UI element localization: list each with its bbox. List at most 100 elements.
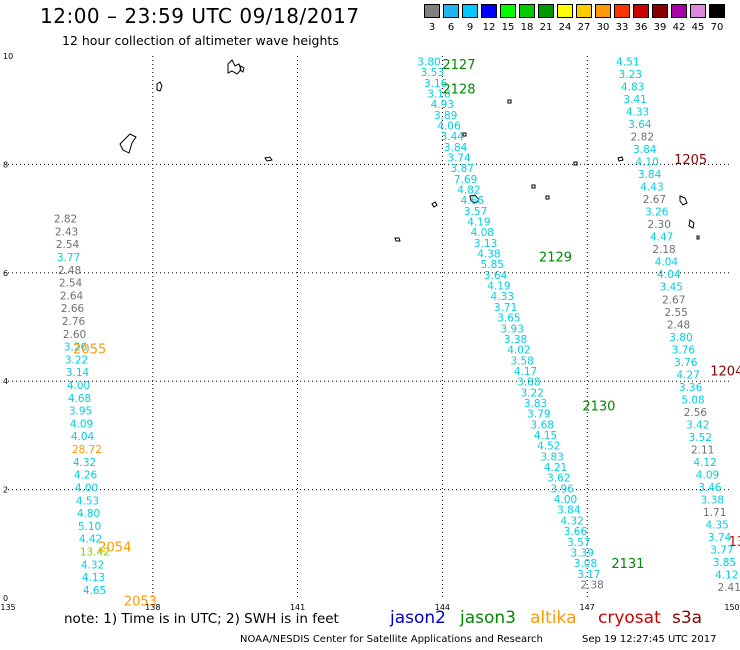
wave-height-value: 4.10 xyxy=(635,157,658,169)
wave-height-value: 4.66 xyxy=(461,195,485,207)
wave-height-value: 3.14 xyxy=(66,367,90,379)
wave-height-value: 3.77 xyxy=(57,252,80,264)
scale-swatch xyxy=(576,4,592,18)
wave-height-value: 4.38 xyxy=(477,249,500,261)
mission-label-jason2: jason2 xyxy=(390,608,446,628)
wave-height-value: 3.68 xyxy=(531,419,554,431)
wave-height-value: 3.88 xyxy=(517,377,540,389)
wave-height-value: 4.35 xyxy=(705,520,728,532)
wave-height-value: 4.04 xyxy=(655,257,679,269)
wave-height-value: 4.08 xyxy=(471,227,494,239)
wave-height-value: 3.84 xyxy=(557,505,581,517)
coastline-islands xyxy=(119,59,700,242)
scale-swatch xyxy=(614,4,630,18)
wave-height-value: 2.48 xyxy=(667,319,690,331)
wave-height-value: 3.52 xyxy=(689,432,712,444)
orbit-label: 2129 xyxy=(539,251,572,266)
scale-label: 6 xyxy=(447,22,455,33)
wave-height-value: 3.42 xyxy=(686,419,709,431)
map-grid xyxy=(8,56,732,598)
wave-height-value: 3.85 xyxy=(713,557,736,569)
wave-height-value: 3.57 xyxy=(464,206,487,218)
scale-label: 39 xyxy=(653,22,667,33)
wave-height-value: 4.32 xyxy=(81,559,104,571)
wave-height-value: 4.17 xyxy=(514,366,537,378)
lat-tick-label: 4 xyxy=(3,377,8,386)
lon-tick-label: 144 xyxy=(435,603,450,612)
wave-height-value: 3.93 xyxy=(501,323,524,335)
scale-label: 45 xyxy=(691,22,705,33)
wave-height-value: 4.00 xyxy=(67,380,90,392)
wave-height-value: 3.65 xyxy=(497,313,520,325)
wave-height-value: 3.53 xyxy=(421,67,444,79)
map-title: 12:00 – 23:59 UTC 09/18/2017 xyxy=(40,4,360,28)
island-shape xyxy=(431,201,438,208)
wave-height-value: 4.19 xyxy=(487,281,510,293)
wave-height-value: 3.18 xyxy=(427,88,450,100)
scale-label: 24 xyxy=(558,22,572,33)
wave-height-value: 3.77 xyxy=(710,545,733,557)
wave-height-value: 3.71 xyxy=(494,302,517,314)
wave-height-value: 5.08 xyxy=(681,394,704,406)
lat-tick-label: 8 xyxy=(3,160,8,169)
wave-height-value: 4.83 xyxy=(621,81,644,93)
orbit-label: 2130 xyxy=(582,400,615,415)
wave-height-value: 4.93 xyxy=(431,99,454,111)
wave-height-value: 2.56 xyxy=(684,407,708,419)
credit-footer: NOAA/NESDIS Center for Satellite Applica… xyxy=(240,634,543,645)
wave-height-value: 2.38 xyxy=(580,579,603,591)
timestamp-footer: Sep 19 12:27:45 UTC 2017 xyxy=(582,634,717,645)
wave-height-value: 3.22 xyxy=(65,354,88,366)
orbit-label: 2131 xyxy=(611,557,644,572)
scale-label: 36 xyxy=(634,22,648,33)
scale-label: 21 xyxy=(539,22,553,33)
wave-height-value: 4.43 xyxy=(640,182,663,194)
wave-height-value: 4.82 xyxy=(457,185,480,197)
wave-height-value: 3.80 xyxy=(669,332,692,344)
wave-height-value: 2.11 xyxy=(691,444,714,456)
wave-height-value: 4.68 xyxy=(68,393,91,405)
lon-tick-label: 141 xyxy=(290,603,305,612)
wave-height-value: 28.72 xyxy=(72,444,102,456)
wave-height-value: 3.13 xyxy=(474,238,497,250)
wave-height-value: 4.33 xyxy=(491,291,514,303)
scale-label: 3 xyxy=(428,22,436,33)
mission-label-s3a: s3a xyxy=(672,608,703,628)
wave-height-value: 3.38 xyxy=(504,334,527,346)
latitude-ticks: 10 8 6 4 2 0 xyxy=(3,52,13,603)
scale-label: 42 xyxy=(672,22,686,33)
wave-height-value: 4.15 xyxy=(534,430,557,442)
scale-swatch xyxy=(519,4,535,18)
wave-height-value: 2.43 xyxy=(55,226,78,238)
wave-height-value: 3.26 xyxy=(645,207,669,219)
wave-height-value: 4.33 xyxy=(626,106,649,118)
units-note: note: 1) Time is in UTC; 2) SWH is in fe… xyxy=(64,611,339,627)
scale-swatch xyxy=(595,4,611,18)
island-shape xyxy=(264,156,273,162)
wave-height-value: 3.64 xyxy=(628,119,652,131)
island-shape xyxy=(119,133,137,154)
scale-label: 30 xyxy=(596,22,610,33)
scale-swatch xyxy=(557,4,573,18)
wave-height-value: 2.30 xyxy=(648,219,671,231)
wave-height-value: 3.87 xyxy=(451,163,474,175)
wave-height-value: 4.04 xyxy=(657,269,681,281)
wave-height-value: 4.80 xyxy=(77,508,100,520)
wave-height-value: 4.12 xyxy=(693,457,716,469)
scale-swatch xyxy=(709,4,725,18)
wave-height-value: 1.71 xyxy=(703,507,726,519)
wave-height-value: 4.00 xyxy=(554,494,577,506)
wave-height-value: 7.69 xyxy=(454,174,477,186)
lat-tick-label: 0 xyxy=(3,594,8,603)
wave-height-value: 3.58 xyxy=(511,355,534,367)
wave-height-value: 3.08 xyxy=(574,558,597,570)
wave-height-value: 4.32 xyxy=(560,515,583,527)
wave-height-value: 3.66 xyxy=(564,526,588,538)
wave-height-value: 4.32 xyxy=(73,457,96,469)
island-shape xyxy=(679,195,688,206)
wave-height-value: 3.95 xyxy=(69,406,92,418)
wave-height-value: 2.60 xyxy=(63,329,86,341)
wave-height-value: 3.83 xyxy=(540,451,563,463)
wave-height-value: 3.84 xyxy=(638,169,662,181)
wave-height-value: 2.67 xyxy=(662,294,685,306)
